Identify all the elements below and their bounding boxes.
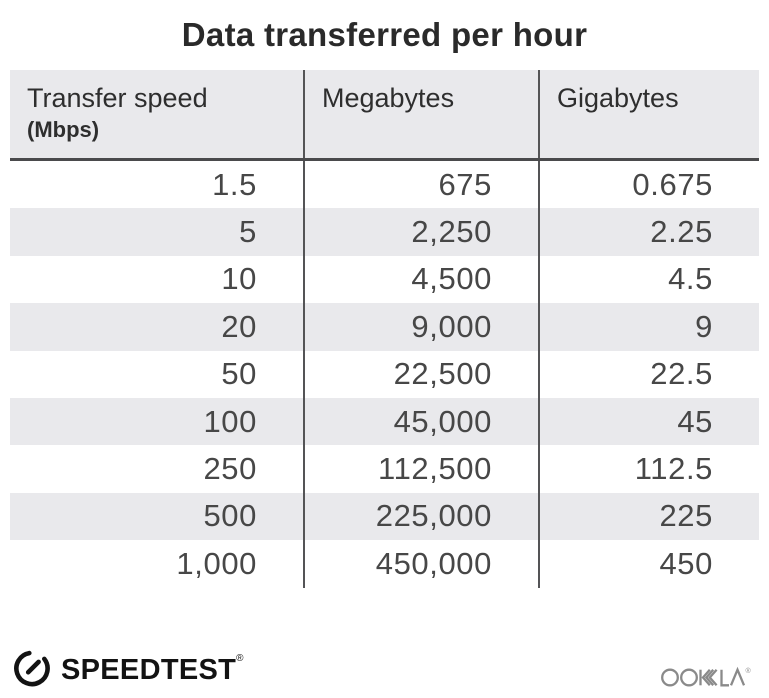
cell-megabytes: 4,500 (303, 255, 538, 304)
cell-megabytes: 45,000 (303, 397, 538, 446)
column-header-label: Transfer speed (27, 83, 208, 113)
cell-gigabytes: 45 (538, 397, 759, 446)
table-row: 50 22,500 22.5 (10, 350, 759, 398)
table-row: 1.5 675 0.675 (10, 161, 759, 209)
cell-megabytes: 112,500 (303, 445, 538, 493)
page-title: Data transferred per hour (181, 16, 588, 53)
table-row: 10 4,500 4.5 (10, 255, 759, 304)
cell-megabytes: 225,000 (303, 492, 538, 541)
table-row: 1,000 450,000 450 (10, 540, 759, 588)
cell-gigabytes: 112.5 (538, 445, 759, 493)
table-row: 5 2,250 2.25 (10, 208, 759, 256)
cell-speed: 5 (239, 214, 257, 250)
column-header-unit: (Mbps) (27, 117, 100, 143)
cell-gigabytes: 4.5 (538, 255, 759, 304)
ookla-logo: ® (661, 662, 753, 697)
cell-megabytes: 9,000 (303, 303, 538, 351)
table-row: 500 225,000 225 (10, 492, 759, 541)
cell-speed: 1,000 (176, 545, 257, 581)
cell-speed: 1.5 (212, 166, 257, 202)
cell-megabytes: 675 (303, 161, 538, 209)
cell-speed: 100 (203, 403, 257, 439)
cell-speed: 250 (203, 451, 257, 487)
table-header-row: Transfer speed (Mbps) Megabytes Gigabyte… (10, 70, 759, 161)
cell-speed: 500 (203, 498, 257, 534)
cell-gigabytes: 225 (538, 492, 759, 541)
column-header-megabytes: Megabytes (303, 70, 538, 158)
cell-megabytes: 2,250 (303, 208, 538, 256)
ookla-wordmark-icon: ® (661, 666, 753, 696)
registered-trademark-symbol: ® (236, 653, 244, 664)
registered-trademark-symbol: ® (746, 667, 752, 675)
cell-speed: 20 (221, 308, 257, 344)
data-table: Transfer speed (Mbps) Megabytes Gigabyte… (10, 70, 759, 588)
cell-megabytes: 22,500 (303, 350, 538, 398)
speedtest-wordmark: SPEEDTEST® (61, 653, 244, 686)
cell-gigabytes: 0.675 (538, 161, 759, 209)
column-header-transfer-speed: Transfer speed (Mbps) (10, 70, 303, 158)
speedtest-logo: SPEEDTEST® (12, 648, 244, 693)
cell-speed: 10 (221, 261, 257, 297)
table-row: 20 9,000 9 (10, 303, 759, 351)
cell-megabytes: 450,000 (303, 540, 538, 588)
table-row: 100 45,000 45 (10, 397, 759, 446)
table-row: 250 112,500 112.5 (10, 445, 759, 493)
cell-gigabytes: 450 (538, 540, 759, 588)
cell-gigabytes: 9 (538, 303, 759, 351)
cell-gigabytes: 2.25 (538, 208, 759, 256)
speedtest-gauge-icon (12, 648, 52, 693)
speedtest-label: SPEEDTEST (61, 654, 237, 686)
cell-speed: 50 (221, 356, 257, 392)
column-header-gigabytes: Gigabytes (538, 70, 759, 158)
cell-gigabytes: 22.5 (538, 350, 759, 398)
